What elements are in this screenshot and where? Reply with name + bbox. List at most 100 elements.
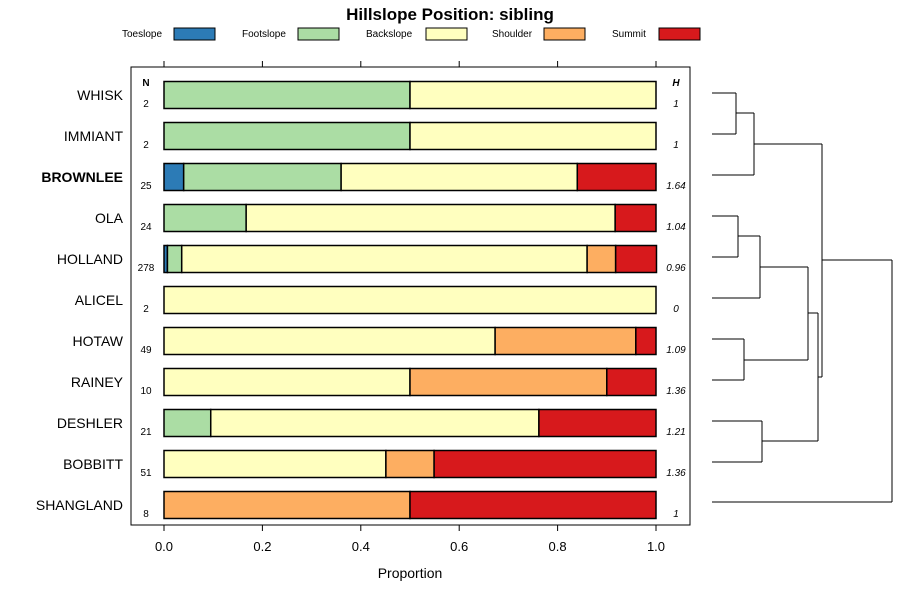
legend: Toeslope Footslope Backslope Shoulder Summit	[122, 27, 701, 41]
top-axis-ticks	[163, 61, 657, 67]
h-value-label: 1.36	[666, 386, 686, 397]
bar-row-deshler: DESHLER 21 1.21	[57, 408, 686, 438]
soil-name-label: HOTAW	[72, 333, 123, 349]
h-value-label: 1.36	[666, 468, 686, 479]
bar-segment-footslope	[182, 162, 342, 192]
bar-segment-footslope	[163, 80, 411, 110]
x-tick-label: 0.8	[549, 539, 567, 554]
bar-segment-footslope	[163, 203, 247, 233]
x-tick-label: 0.0	[155, 539, 173, 554]
legend-label-toeslope: Toeslope	[122, 29, 162, 40]
bar-segment-shoulder	[409, 367, 608, 397]
bar-segment-backslope	[163, 285, 657, 315]
n-value-label: 8	[143, 509, 149, 520]
h-value-label: 1.04	[666, 222, 686, 233]
x-tick-label: 0.6	[450, 539, 468, 554]
bar-segment-shoulder	[163, 490, 411, 520]
soil-name-label: RAINEY	[71, 374, 124, 390]
n-value-label: 2	[143, 140, 149, 151]
bar-segment-backslope	[245, 203, 616, 233]
h-value-label: 1	[673, 140, 679, 151]
bar-segment-backslope	[409, 80, 657, 110]
bar-segment-summit	[606, 367, 657, 397]
bar-segment-summit	[409, 490, 657, 520]
bar-segment-toeslope	[163, 162, 185, 192]
h-value-label: 1	[673, 99, 679, 110]
h-value-label: 1	[673, 509, 679, 520]
bar-segment-footslope	[163, 121, 411, 151]
bar-row-immiant: IMMIANT 2 1	[64, 121, 679, 151]
bar-segment-summit	[614, 244, 658, 274]
soil-name-label: BOBBITT	[63, 456, 123, 472]
bar-row-rainey: RAINEY 10 1.36	[71, 367, 686, 397]
bar-row-holland: HOLLAND 278 0.96	[57, 244, 686, 274]
bar-row-shangland: SHANGLAND 8 1	[36, 490, 679, 520]
legend-label-footslope: Footslope	[242, 29, 286, 40]
bar-segment-summit	[538, 408, 657, 438]
legend-swatch-summit	[658, 27, 701, 41]
bar-segment-backslope	[163, 367, 411, 397]
h-value-label: 1.21	[666, 427, 685, 438]
bar-segment-shoulder	[586, 244, 617, 274]
bar-segment-shoulder	[494, 326, 637, 356]
n-value-label: 278	[138, 263, 155, 274]
x-axis-label: Proportion	[378, 565, 443, 581]
h-value-label: 0	[673, 304, 679, 315]
bar-segment-backslope	[209, 408, 540, 438]
bar-segment-summit	[635, 326, 657, 356]
bar-segment-backslope	[180, 244, 588, 274]
n-value-label: 2	[143, 99, 149, 110]
n-column-header: N	[142, 78, 149, 89]
bar-row-ola: OLA 24 1.04	[95, 203, 686, 233]
soil-name-label: HOLLAND	[57, 251, 123, 267]
bar-segment-summit	[614, 203, 657, 233]
soil-name-label: ALICEL	[75, 292, 123, 308]
h-value-label: 0.96	[666, 263, 686, 274]
bar-row-brownlee: BROWNLEE 25 1.64	[41, 162, 686, 192]
soil-name-label: SHANGLAND	[36, 497, 123, 513]
legend-swatch-toeslope	[173, 27, 216, 41]
bar-segment-summit	[433, 449, 657, 479]
n-value-label: 2	[143, 304, 149, 315]
bar-segment-shoulder	[385, 449, 435, 479]
bar-row-whisk: WHISK 2 1	[77, 80, 679, 110]
h-column-header: H	[672, 78, 680, 89]
n-value-label: 24	[140, 222, 152, 233]
chart-title: Hillslope Position: sibling	[346, 5, 554, 24]
bar-segment-backslope	[409, 121, 657, 151]
soil-name-label: WHISK	[77, 87, 124, 103]
legend-label-shoulder: Shoulder	[492, 29, 533, 40]
soil-name-label: OLA	[95, 210, 124, 226]
plot-frame	[130, 66, 691, 526]
n-value-label: 51	[140, 468, 152, 479]
h-value-label: 1.09	[666, 345, 686, 356]
bar-segment-backslope	[340, 162, 579, 192]
bar-segment-backslope	[163, 326, 496, 356]
n-value-label: 25	[140, 181, 152, 192]
x-tick-label: 0.4	[352, 539, 370, 554]
x-tick-label: 0.2	[253, 539, 271, 554]
h-value-label: 1.64	[666, 181, 686, 192]
legend-label-summit: Summit	[612, 29, 646, 40]
legend-swatch-backslope	[425, 27, 468, 41]
x-axis: 0.0 0.2 0.4 0.6 0.8 1.0	[155, 525, 665, 554]
bar-row-bobbitt: BOBBITT 51 1.36	[63, 449, 686, 479]
bar-segment-summit	[576, 162, 657, 192]
legend-swatch-footslope	[297, 27, 340, 41]
dendrogram	[712, 92, 893, 503]
n-value-label: 21	[140, 427, 152, 438]
bar-segment-footslope	[166, 244, 183, 274]
legend-swatch-shoulder	[543, 27, 586, 41]
bar-segment-footslope	[163, 408, 212, 438]
x-tick-label: 1.0	[647, 539, 665, 554]
soil-name-label: IMMIANT	[64, 128, 124, 144]
n-value-label: 49	[140, 345, 152, 356]
bar-row-alicel: ALICEL 2 0	[75, 285, 679, 315]
legend-label-backslope: Backslope	[366, 29, 413, 40]
soil-name-label: DESHLER	[57, 415, 123, 431]
bar-segment-backslope	[163, 449, 387, 479]
soil-name-label: BROWNLEE	[41, 169, 123, 185]
n-value-label: 10	[140, 386, 152, 397]
